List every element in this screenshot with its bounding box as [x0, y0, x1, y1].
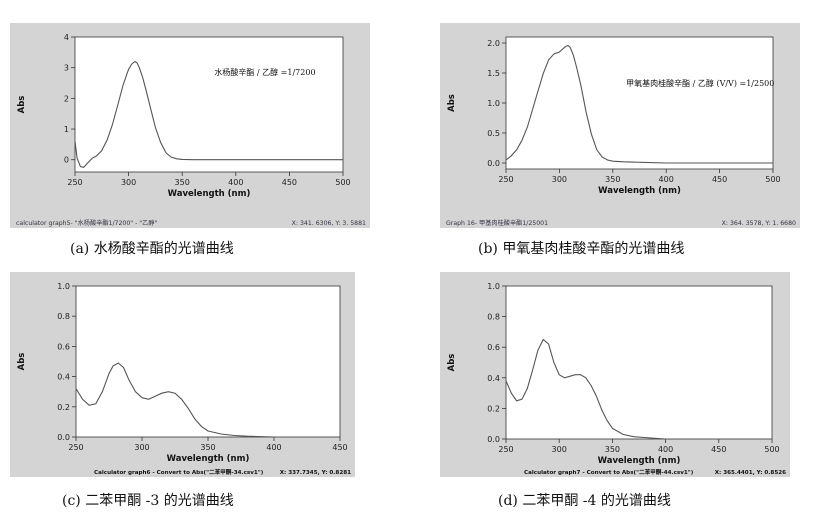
caption-c: (c) 二苯甲酮 -3 的光谱曲线 — [62, 493, 234, 509]
caption-a: (a) 水杨酸辛酯的光谱曲线 — [70, 241, 234, 257]
y-axis-label: Abs — [447, 354, 457, 372]
x-axis-label: Wavelength (nm) — [168, 189, 251, 199]
chart-panel-b: 0.0 0.5 1.0 1.5 2.0 250 300 350 400 450 500 Wavelen… — [440, 23, 800, 228]
x-axis-label: Wavelength (nm) — [598, 456, 681, 466]
y-tick-label: 1.0 — [57, 282, 70, 291]
y-tick-label: 0.0 — [487, 435, 500, 444]
x-tick-label: 250 — [498, 175, 513, 184]
y-tick-label: 0.6 — [487, 343, 500, 352]
y-axis-label: Abs — [447, 94, 457, 112]
plot-area — [74, 36, 344, 173]
plot-area — [505, 36, 774, 170]
x-tick-label: 500 — [765, 175, 780, 184]
footer-source-label: Calculator graph6 - Convert to Abs("二苯甲酮… — [94, 468, 264, 476]
y-tick-label: 0.0 — [487, 159, 500, 168]
y-tick-label: 0.5 — [487, 129, 500, 138]
x-tick-label: 300 — [121, 178, 136, 187]
plot-area — [505, 285, 773, 440]
x-tick-label: 400 — [659, 175, 674, 184]
x-tick-label: 300 — [552, 445, 567, 454]
footer-source-label: calculator graph5- "水杨酸辛酯1/7200" - "乙醇" — [16, 219, 158, 227]
footer-cursor-readout: X: 337.7345, Y: 0.8281 — [280, 470, 351, 476]
chart-annotation: 甲氧基肉桂酸辛酯 / 乙醇 (V/V) =1/2500 — [626, 78, 774, 88]
y-tick-label: 4 — [64, 33, 69, 42]
x-tick-label: 450 — [332, 443, 347, 452]
x-tick-label: 350 — [605, 175, 620, 184]
x-tick-label: 450 — [712, 175, 727, 184]
x-tick-label: 450 — [282, 178, 297, 187]
y-tick-label: 0.2 — [57, 403, 70, 412]
y-tick-label: 2 — [64, 94, 69, 103]
spectrum-line — [505, 44, 773, 164]
y-tick-label: 0.8 — [487, 313, 500, 322]
spectrum-chart-b: 0.0 0.5 1.0 1.5 2.0 250 300 350 400 450 500 Wavelen… — [446, 36, 796, 227]
chart-annotation: 水杨酸辛酯 / 乙醇 =1/7200 — [214, 67, 315, 77]
x-tick-label: 500 — [764, 445, 779, 454]
y-tick-label: 0.4 — [487, 374, 500, 383]
x-tick-label: 250 — [68, 443, 83, 452]
y-tick-label: 2.0 — [487, 39, 500, 48]
y-tick-label: 1 — [64, 125, 69, 134]
footer-source-label: Calculator graph7 - Convert to Abs("二苯甲酮… — [524, 468, 694, 476]
x-tick-label: 500 — [335, 178, 350, 187]
x-tick-label: 400 — [228, 178, 243, 187]
y-tick-label: 0.0 — [57, 433, 70, 442]
footer-cursor-readout: X: 365.4401, Y: 0.8526 — [715, 470, 786, 476]
chart-panel-d: 0.0 0.2 0.4 0.6 0.8 1.0 250 300 350 400 450 500 Wave… — [440, 272, 790, 477]
x-tick-label: 350 — [605, 445, 620, 454]
spectrum-line — [75, 362, 340, 438]
caption-b: (b) 甲氧基肉桂酸辛酯的光谱曲线 — [478, 241, 685, 257]
y-axis-label: Abs — [17, 353, 27, 371]
x-tick-label: 350 — [175, 178, 190, 187]
y-axis-label: Abs — [17, 96, 27, 114]
x-tick-label: 250 — [67, 178, 82, 187]
x-tick-label: 250 — [498, 445, 513, 454]
chart-panel-a: 0 1 2 3 4 250 300 350 400 450 500 Wavelength (nm) Ab… — [10, 23, 370, 228]
x-tick-label: 400 — [266, 443, 281, 452]
x-axis-label: Wavelength (nm) — [598, 186, 681, 196]
y-tick-label: 0.2 — [487, 404, 500, 413]
y-tick-label: 3 — [64, 64, 69, 73]
spectrum-chart-a: 0 1 2 3 4 250 300 350 400 450 500 Wavelength (nm) Ab… — [16, 33, 366, 227]
spectrum-line — [74, 60, 343, 169]
y-tick-label: 1.5 — [487, 69, 500, 78]
y-tick-label: 0 — [64, 156, 69, 165]
y-tick-label: 0.6 — [57, 342, 70, 351]
footer-cursor-readout: X: 341. 6306, Y: 3. 5881 — [292, 220, 366, 227]
spectrum-chart-d: 0.0 0.2 0.4 0.6 0.8 1.0 250 300 350 400 450 500 Wave… — [447, 282, 786, 476]
x-axis-label: Wavelength (nm) — [167, 454, 250, 464]
y-tick-label: 0.4 — [57, 373, 70, 382]
x-tick-label: 450 — [711, 445, 726, 454]
footer-cursor-readout: X: 364. 3578, Y: 1. 6680 — [722, 220, 796, 227]
footer-source-label: Graph 16- 甲基肉桂酸辛酯1/25001 — [446, 219, 548, 227]
y-tick-label: 0.8 — [57, 312, 70, 321]
x-tick-label: 400 — [658, 445, 673, 454]
spectrum-chart-c: 0.0 0.2 0.4 0.6 0.8 1.0 250 300 350 400 450 Wavelen… — [17, 282, 351, 476]
x-tick-label: 300 — [134, 443, 149, 452]
x-tick-label: 350 — [200, 443, 215, 452]
caption-d: (d) 二苯甲酮 -4 的光谱曲线 — [498, 493, 671, 509]
x-tick-label: 300 — [552, 175, 567, 184]
plot-area — [75, 285, 341, 438]
y-tick-label: 1.0 — [487, 282, 500, 291]
y-tick-label: 1.0 — [487, 99, 500, 108]
spectrum-line — [505, 338, 772, 440]
chart-panel-c: 0.0 0.2 0.4 0.6 0.8 1.0 250 300 350 400 450 Wavelen… — [10, 272, 355, 477]
